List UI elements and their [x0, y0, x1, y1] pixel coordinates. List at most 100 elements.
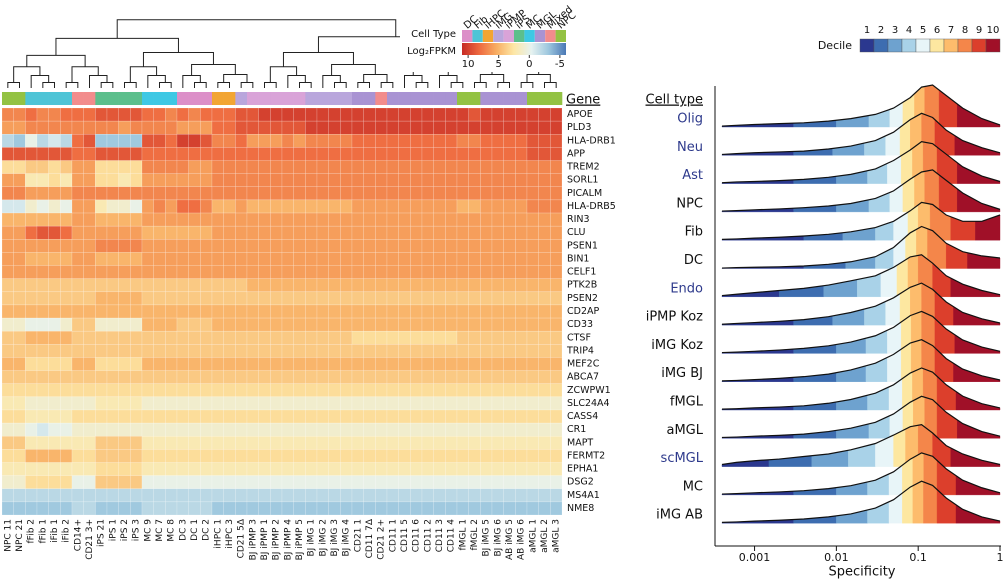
heatmap-cell [106, 317, 119, 332]
heatmap-cell [550, 225, 563, 240]
heatmap-cell [375, 147, 388, 161]
heatmap-cell [526, 265, 539, 279]
heatmap-cell [398, 449, 411, 463]
heatmap-cell [188, 173, 201, 188]
heatmap-cell [316, 396, 329, 411]
heatmap-cell [176, 488, 189, 503]
heatmap-cell [328, 199, 341, 214]
heatmap-cell [375, 186, 388, 201]
heatmap-cell [410, 212, 423, 227]
heatmap-cell [340, 199, 353, 214]
heatmap-cell [375, 134, 388, 148]
heatmap-cell [316, 173, 329, 188]
heatmap-cell [13, 239, 26, 253]
heatmap-cell [176, 422, 189, 437]
heatmap-cell [188, 212, 201, 227]
heatmap-cell [1, 304, 14, 319]
heatmap-cell [246, 449, 259, 463]
heatmap-cell [270, 239, 283, 253]
heatmap-cell [270, 409, 283, 424]
heatmap-cell [188, 488, 201, 503]
heatmap-cell [515, 422, 528, 437]
density-curve [721, 254, 1001, 297]
heatmap-cell [526, 357, 539, 371]
heatmap-cell [141, 370, 154, 384]
heatmap-cell [130, 383, 143, 398]
heatmap-cell [526, 435, 539, 450]
heatmap-cell [421, 225, 434, 240]
heatmap-cell [130, 475, 143, 489]
heatmap-cell [421, 462, 434, 476]
column-type-cell [293, 92, 306, 105]
heatmap-cell [456, 409, 469, 424]
dendrogram-branch [415, 82, 429, 88]
heatmap-cell [130, 278, 143, 293]
heatmap-cell [293, 317, 306, 332]
heatmap-cell [456, 435, 469, 450]
heatmap-cell [153, 239, 166, 253]
heatmap-cell [398, 501, 411, 516]
heatmap-cell [48, 422, 61, 437]
heatmap-cell [25, 435, 38, 450]
dendrogram-branch [331, 63, 376, 76]
heatmap-cell [468, 212, 481, 227]
heatmap-cell [328, 344, 341, 358]
heatmap-cell [421, 147, 434, 161]
heatmap-cell [305, 120, 318, 135]
heatmap-cell [293, 225, 306, 240]
heatmap-cell [480, 370, 493, 384]
heatmap-cell [118, 120, 131, 135]
heatmap-cell [258, 212, 271, 227]
heatmap-cell [386, 330, 399, 345]
heatmap-cell [351, 396, 364, 411]
heatmap-cell [106, 212, 119, 227]
heatmap-cell [60, 160, 73, 174]
heatmap-cell [410, 107, 423, 122]
decile-swatch [915, 38, 931, 53]
heatmap-cell [456, 304, 469, 319]
heatmap-cell [223, 396, 236, 411]
decile-swatch [985, 38, 1001, 53]
heatmap-cell [316, 449, 329, 463]
heatmap-cell [456, 186, 469, 201]
heatmap-cell [200, 475, 213, 489]
heatmap-cell [106, 173, 119, 188]
heatmap-cell [340, 435, 353, 450]
heatmap-cell [386, 134, 399, 148]
heatmap-cell [480, 239, 493, 253]
heatmap-cell [141, 435, 154, 450]
heatmap-cell [13, 160, 26, 174]
heatmap-cell [246, 501, 259, 516]
heatmap-cell [83, 265, 96, 279]
heatmap-cell [386, 107, 399, 122]
heatmap-cell [445, 107, 458, 122]
decile-band [957, 419, 1001, 439]
heatmap-cell [456, 396, 469, 411]
column-label: CD11 5 [400, 519, 410, 552]
heatmap-cell [328, 383, 341, 398]
heatmap-cell [60, 173, 73, 188]
heatmap-cell [106, 422, 119, 437]
heatmap-cell [433, 330, 446, 345]
heatmap-cell [13, 488, 26, 503]
cell-type-swatch [503, 30, 514, 42]
column-label: fMGL 1 [458, 519, 468, 551]
heatmap-cell [235, 291, 248, 306]
heatmap-cell [246, 107, 259, 122]
heatmap-cell [351, 186, 364, 201]
column-label: iFib 1 [50, 519, 60, 543]
heatmap-cell [445, 330, 458, 345]
heatmap-cell [503, 120, 516, 135]
heatmap-cell [281, 462, 294, 476]
column-type-cell [48, 92, 61, 105]
heatmap-cell [211, 357, 224, 371]
decile-swatch [957, 38, 973, 53]
heatmap-cell [480, 278, 493, 293]
heatmap-cell [410, 186, 423, 201]
heatmap-cell [223, 435, 236, 450]
heatmap-cell [48, 252, 61, 266]
heatmap-cell [316, 120, 329, 135]
heatmap-cell [445, 291, 458, 306]
colorbar-tick-label: 0 [526, 59, 532, 70]
heatmap-cell [246, 199, 259, 214]
